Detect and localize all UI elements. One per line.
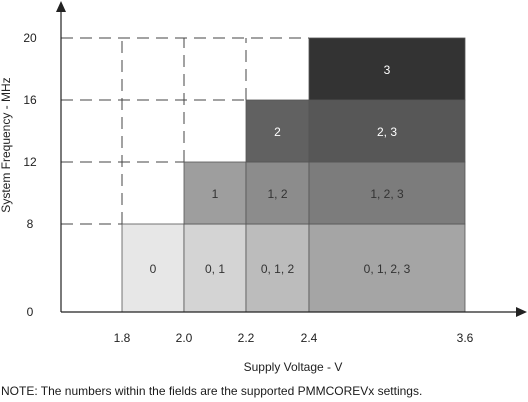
dashed-guides [61, 37, 309, 225]
region-label-7: 2 [274, 125, 281, 139]
region-8 [308, 99, 466, 163]
x-axis-label: Supply Voltage - V [244, 360, 343, 374]
region-9 [308, 37, 466, 101]
x-tick-2.4: 2.4 [301, 331, 318, 345]
y-tick-0: 0 [27, 305, 34, 319]
y-tick-12: 12 [23, 155, 37, 169]
regions [121, 37, 466, 313]
region-label-4: 1 [212, 187, 219, 201]
region-label-6: 1, 2, 3 [370, 187, 404, 201]
region-label-9: 3 [384, 63, 391, 77]
y-axis-label: System Frequency - MHz [0, 77, 13, 212]
x-tick-labels: 1.8 2.0 2.2 2.4 3.6 [114, 331, 474, 345]
region-label-8: 2, 3 [377, 125, 397, 139]
region-4 [183, 161, 247, 225]
region-3 [308, 223, 466, 313]
region-label-5: 1, 2 [267, 187, 287, 201]
region-label-2: 0, 1, 2 [261, 262, 295, 276]
x-tick-2.0: 2.0 [176, 331, 193, 345]
region-label-3: 0, 1, 2, 3 [364, 262, 411, 276]
axes [56, 1, 527, 317]
region-label-1: 0, 1 [205, 262, 225, 276]
x-tick-2.2: 2.2 [238, 331, 255, 345]
region-labels: 0 0, 1 0, 1, 2 0, 1, 2, 3 1 1, 2 1, 2, 3 2 2, 3 3 [150, 63, 411, 276]
footnote: NOTE: The numbers within the fields are … [1, 384, 423, 398]
y-tick-16: 16 [23, 93, 37, 107]
region-7 [245, 99, 310, 163]
y-tick-labels: 0 8 12 16 20 [23, 31, 37, 319]
region-6 [308, 161, 466, 225]
x-axis-arrow [516, 307, 527, 317]
region-0 [121, 223, 185, 313]
x-tick-1.8: 1.8 [114, 331, 131, 345]
region-label-0: 0 [150, 262, 157, 276]
x-tick-3.6: 3.6 [457, 331, 474, 345]
y-tick-20: 20 [23, 31, 37, 45]
y-tick-8: 8 [27, 217, 34, 231]
y-axis-arrow [56, 1, 66, 12]
